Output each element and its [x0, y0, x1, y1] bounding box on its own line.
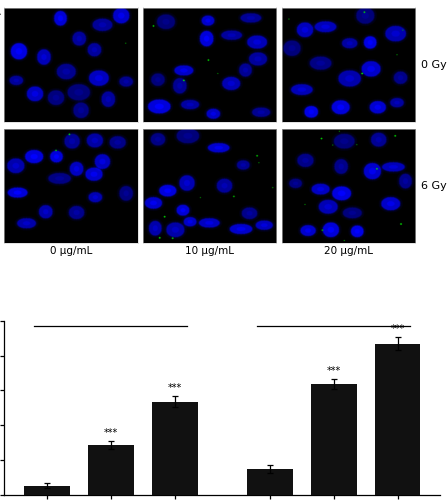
Text: ***: *** — [390, 324, 405, 334]
Bar — [311, 384, 357, 495]
Bar — [375, 344, 421, 495]
X-axis label: 0 μg/mL: 0 μg/mL — [50, 246, 93, 256]
Bar — [24, 486, 70, 495]
Text: 0 Gy: 0 Gy — [421, 60, 447, 70]
Bar — [88, 446, 134, 495]
X-axis label: 10 μg/mL: 10 μg/mL — [185, 246, 234, 256]
Bar — [247, 469, 293, 495]
Text: ***: *** — [104, 428, 118, 438]
X-axis label: 20 μg/mL: 20 μg/mL — [324, 246, 373, 256]
Text: 6 Gy: 6 Gy — [421, 180, 447, 190]
Bar — [152, 402, 198, 495]
Text: ***: *** — [327, 366, 341, 376]
Text: ***: *** — [168, 383, 182, 393]
